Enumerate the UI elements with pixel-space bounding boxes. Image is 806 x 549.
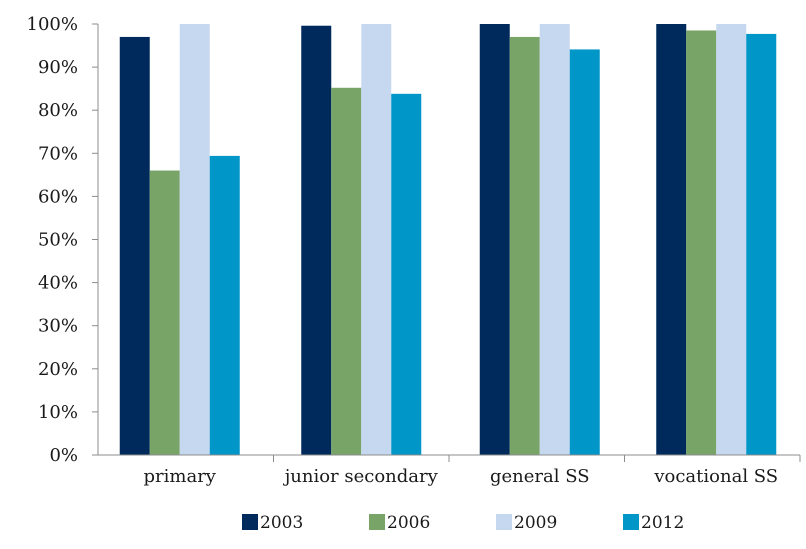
y-axis: 0% 10% 20% 30% 40% 50% 60% 70% 80% 90% 100% xyxy=(27,14,99,466)
bar-2006-general-SS xyxy=(509,36,540,456)
y-tick-label: 20% xyxy=(38,359,78,380)
y-tick-label: 100% xyxy=(27,14,78,35)
bar-2012-vocational-SS xyxy=(746,33,777,456)
bar-2006-junior-secondary xyxy=(331,87,362,456)
legend-swatch-2003 xyxy=(242,514,258,530)
bar-2003-junior-secondary xyxy=(301,25,332,455)
bar-2009-junior-secondary xyxy=(361,24,392,455)
legend-label-2003: 2003 xyxy=(260,513,303,533)
legend-swatch-2006 xyxy=(369,514,385,530)
bar-2009-general-SS xyxy=(539,24,570,455)
bar-2003-primary xyxy=(119,36,150,456)
bars xyxy=(119,24,777,456)
legend-label-2006: 2006 xyxy=(387,513,430,533)
x-category-label: junior secondary xyxy=(283,466,439,487)
x-category-label: primary xyxy=(144,466,217,487)
bar-2009-primary xyxy=(179,24,210,455)
bar-2006-primary xyxy=(149,170,180,456)
bar-2012-general-SS xyxy=(569,49,600,455)
y-tick-label: 70% xyxy=(38,143,78,164)
legend: 2003 2006 2009 2012 xyxy=(242,513,684,533)
bar-2012-primary xyxy=(209,155,240,456)
x-axis: primary junior secondary general SS vocatio… xyxy=(98,454,801,487)
bar-2009-vocational-SS xyxy=(716,24,747,455)
x-category-label: vocational SS xyxy=(653,466,778,487)
y-tick-label: 50% xyxy=(38,230,78,251)
bar-2006-vocational-SS xyxy=(686,30,717,456)
x-category-label: general SS xyxy=(490,466,590,487)
y-tick-label: 90% xyxy=(38,57,78,78)
bar-2003-general-SS xyxy=(479,24,510,455)
y-tick-label: 0% xyxy=(49,445,78,466)
legend-label-2012: 2012 xyxy=(641,513,684,533)
y-tick-label: 40% xyxy=(38,273,78,294)
y-tick-label: 60% xyxy=(38,186,78,207)
y-tick-label: 80% xyxy=(38,100,78,121)
legend-swatch-2009 xyxy=(496,514,512,530)
bar-2003-vocational-SS xyxy=(656,24,687,455)
legend-label-2009: 2009 xyxy=(514,513,557,533)
bar-2012-junior-secondary xyxy=(391,93,422,456)
y-tick-label: 10% xyxy=(38,402,78,423)
y-tick-label: 30% xyxy=(38,316,78,337)
legend-swatch-2012 xyxy=(623,514,639,530)
